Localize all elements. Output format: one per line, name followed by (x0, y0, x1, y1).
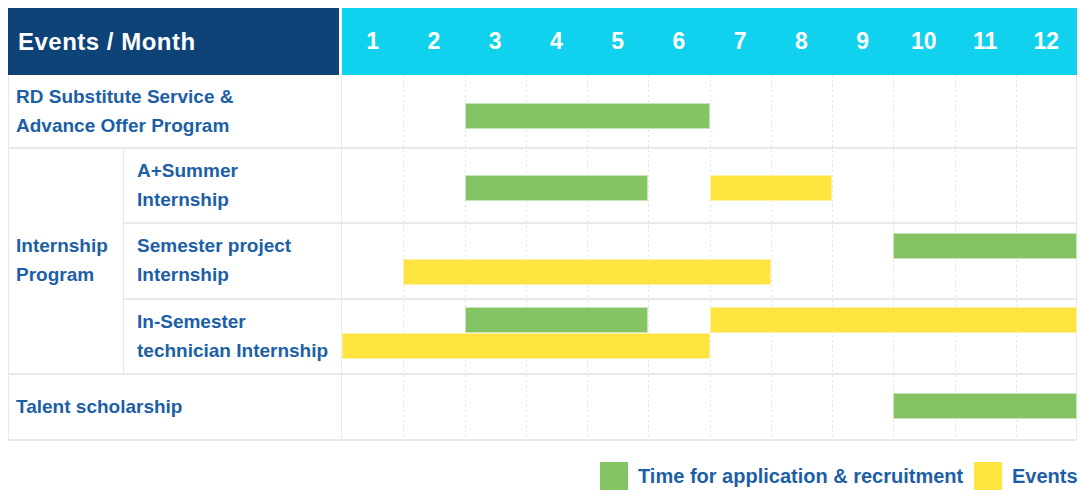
month-10: 10 (893, 8, 954, 75)
month-divider (403, 75, 404, 441)
bar-application (893, 233, 1077, 259)
month-6: 6 (648, 8, 709, 75)
bar-application (465, 307, 649, 333)
month-divider (710, 75, 711, 441)
legend-application-label: Time for application & recruitment (638, 462, 963, 490)
events-swatch (974, 462, 1002, 490)
month-3: 3 (465, 8, 526, 75)
month-divider (832, 75, 833, 441)
legend-events-label: Events (1012, 462, 1078, 490)
bar-application (465, 103, 710, 129)
month-header-row: 123456789101112 (342, 8, 1077, 75)
bar-application (893, 393, 1077, 419)
month-5: 5 (587, 8, 648, 75)
month-7: 7 (710, 8, 771, 75)
month-11: 11 (955, 8, 1016, 75)
row-label-a-summer: A+Summer Internship (124, 147, 338, 222)
row-label-rd: RD Substitute Service & Advance Offer Pr… (8, 75, 338, 147)
label-grid-divider (341, 75, 342, 441)
events-month-label: Events / Month (18, 28, 196, 56)
month-divider (648, 75, 649, 441)
month-1: 1 (342, 8, 403, 75)
gantt-table: Events / Month 123456789101112 RD Substi… (8, 8, 1077, 441)
month-divider (587, 75, 588, 441)
bar-event (403, 259, 771, 285)
month-2: 2 (403, 8, 464, 75)
month-4: 4 (526, 8, 587, 75)
month-divider (526, 75, 527, 441)
row-divider (8, 439, 1077, 441)
row-label-in-semester: In-Semester technician Internship (124, 298, 338, 373)
bar-event (710, 307, 1078, 333)
bar-event (710, 175, 833, 201)
row-label-talent: Talent scholarship (8, 373, 338, 439)
legend-application: Time for application & recruitment (600, 462, 963, 490)
bar-event (342, 333, 710, 359)
application-swatch (600, 462, 628, 490)
bar-application (465, 175, 649, 201)
month-9: 9 (832, 8, 893, 75)
month-divider (771, 75, 772, 441)
month-12: 12 (1016, 8, 1077, 75)
legend-events: Events (974, 462, 1078, 490)
month-8: 8 (771, 8, 832, 75)
row-label-internship-program: Internship Program (8, 147, 120, 373)
row-label-semester-project: Semester project Internship (124, 222, 338, 298)
month-divider (465, 75, 466, 441)
events-month-header: Events / Month (8, 8, 339, 75)
